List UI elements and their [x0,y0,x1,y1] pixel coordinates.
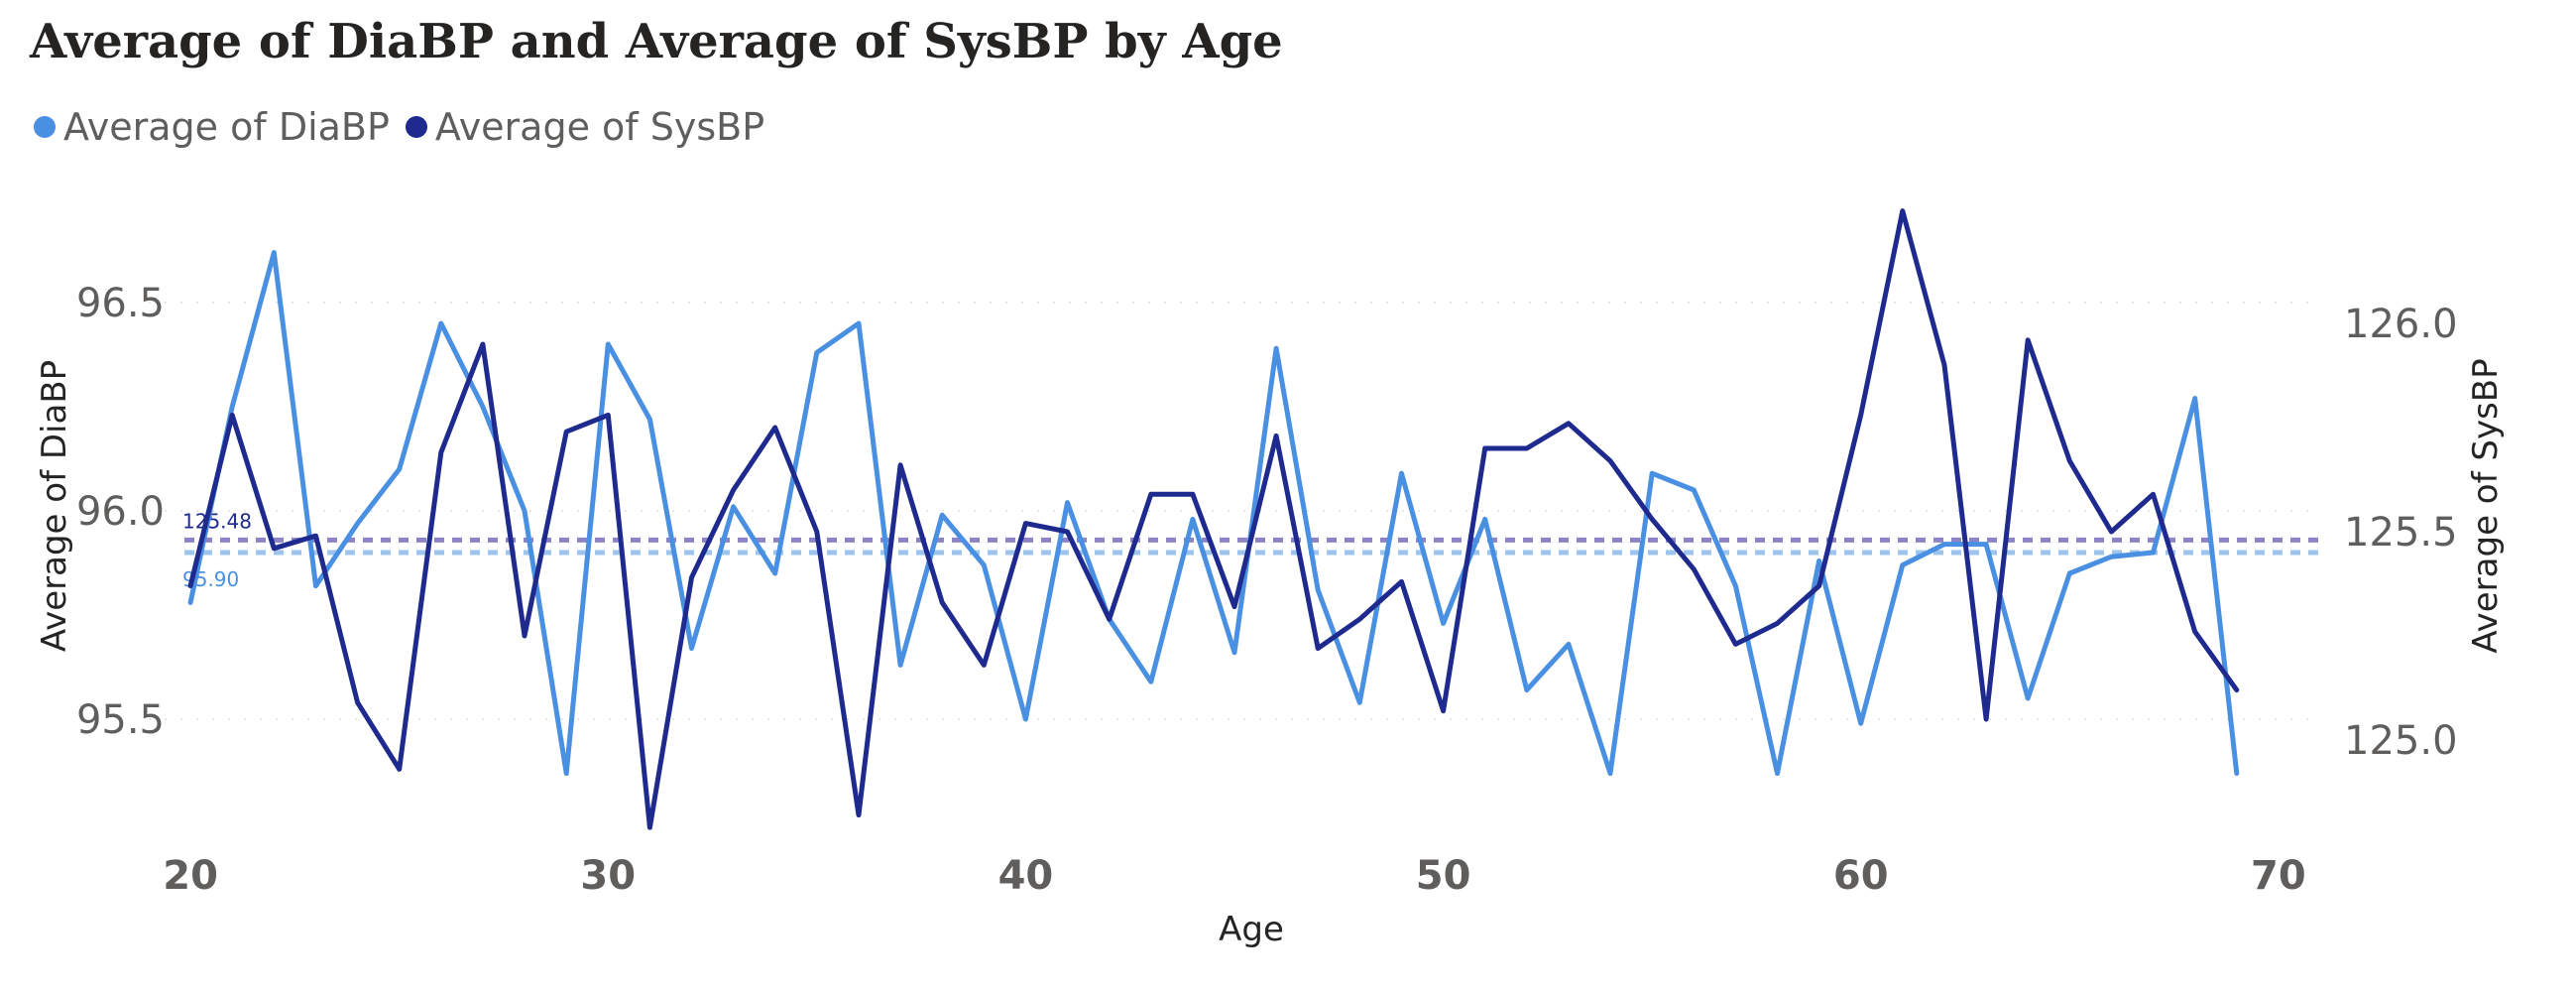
x-tick-label: 30 [580,853,636,899]
legend: Average of DiaBP Average of SysBP [34,99,780,155]
y-axis-title-left: Average of DiaBP [35,360,74,652]
x-tick-label: 20 [163,853,218,899]
chart-title: Average of DiaBP and Average of SysBP by… [30,14,1283,69]
legend-item-sysbp[interactable]: Average of SysBP [405,105,765,149]
y-tick-label-left: 96.5 [76,281,165,326]
x-tick-label: 50 [1416,853,1471,899]
y-tick-label-left: 95.5 [76,697,165,743]
axes: 95.5 96.0 96.5 125.0 125.5 126.0 20 30 40 50 60 70 [76,281,2458,899]
x-tick-label: 40 [998,853,1054,899]
y-axis-title-right: Average of SysBP [2466,358,2506,653]
legend-label-diabp: Average of DiaBP [63,105,390,149]
x-axis-title: Age [1219,910,1284,949]
y-tick-label-right: 126.0 [2344,302,2458,347]
series-line-sysbp [187,208,2240,830]
x-tick-label: 60 [1833,853,1889,899]
legend-marker-sysbp [405,116,427,138]
legend-label-sysbp: Average of SysBP [434,105,765,149]
x-tick-label: 70 [2251,853,2306,899]
series-line-diabp [187,250,2240,777]
y-tick-label-left: 96.0 [76,489,165,535]
legend-item-diabp[interactable]: Average of DiaBP [34,105,390,149]
series-lines [187,208,2240,830]
y-tick-label-right: 125.0 [2344,718,2458,764]
legend-marker-diabp [34,116,56,138]
gridlines [149,302,2320,720]
reference-line-label: 125.48 [182,509,252,533]
y-tick-label-right: 125.5 [2344,510,2458,556]
